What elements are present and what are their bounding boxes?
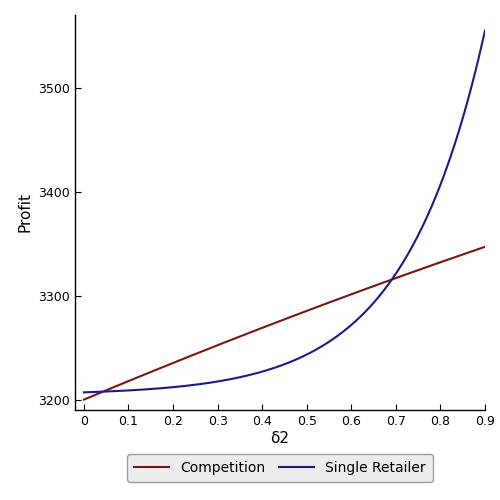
Competition	[482, 244, 488, 250]
Competition	[472, 247, 478, 253]
Single Retailer	[320, 343, 326, 349]
Competition	[320, 302, 326, 308]
Single Retailer	[274, 364, 280, 370]
Single Retailer	[472, 68, 478, 74]
Single Retailer	[81, 390, 87, 396]
Competition	[298, 310, 304, 316]
Single Retailer	[410, 242, 416, 248]
Competition	[274, 319, 280, 325]
Single Retailer	[272, 365, 278, 371]
Line: Single Retailer: Single Retailer	[84, 30, 485, 392]
Competition	[410, 269, 416, 275]
X-axis label: δ2: δ2	[270, 430, 289, 446]
Competition	[81, 396, 87, 402]
Line: Competition: Competition	[84, 247, 485, 400]
Single Retailer	[482, 28, 488, 34]
Legend: Competition, Single Retailer: Competition, Single Retailer	[128, 454, 432, 482]
Y-axis label: Profit: Profit	[18, 192, 32, 232]
Competition	[272, 320, 278, 326]
Single Retailer	[298, 354, 304, 360]
